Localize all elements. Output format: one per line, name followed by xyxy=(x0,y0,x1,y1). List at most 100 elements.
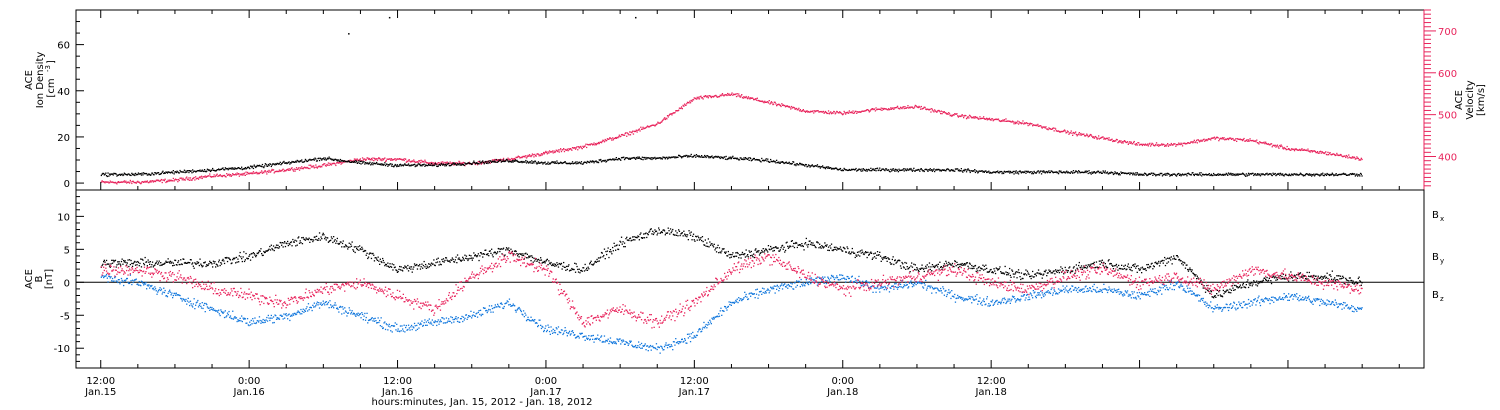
density-series-point xyxy=(820,166,822,168)
bx-series-point xyxy=(461,259,463,261)
density-series-point xyxy=(547,161,549,163)
velocity-series-point xyxy=(1062,130,1064,133)
bx-series-point xyxy=(1174,258,1176,260)
density-series-point xyxy=(600,158,602,161)
density-series-point xyxy=(1045,171,1047,173)
density-series-point xyxy=(500,161,502,163)
velocity-series-point xyxy=(1244,140,1247,142)
density-series-point xyxy=(776,161,778,164)
bx-series-point xyxy=(822,246,824,248)
density-series-point xyxy=(1069,172,1071,174)
density-series-point xyxy=(631,157,633,159)
velocity-series-point xyxy=(730,93,732,95)
density-series-point xyxy=(809,166,811,168)
bx-series-point xyxy=(1113,265,1115,267)
bx-series-point xyxy=(1100,260,1102,262)
bx-series-point xyxy=(779,249,781,251)
density-series-point xyxy=(710,156,712,158)
bx-series-point xyxy=(896,260,899,262)
velocity-series-point xyxy=(499,159,501,161)
bx-series-point xyxy=(300,242,302,244)
velocity-series-point xyxy=(437,162,439,164)
density-series-point xyxy=(1322,172,1324,174)
velocity-series-point xyxy=(289,168,292,171)
velocity-series-point xyxy=(392,159,394,161)
bx-series-point xyxy=(1164,264,1167,267)
density-series-point xyxy=(793,161,795,163)
bx-series-point xyxy=(160,262,162,264)
velocity-series-point xyxy=(827,110,830,112)
density-series-point xyxy=(1136,172,1138,174)
bx-series-point xyxy=(168,261,170,263)
top-right-ylabel: ACE Velocity [km/s] xyxy=(1454,80,1487,119)
density-series-point xyxy=(430,164,432,166)
velocity-series-point xyxy=(1359,158,1361,161)
density-series-point xyxy=(1181,173,1184,175)
velocity-series-point xyxy=(191,179,193,181)
density-series-point xyxy=(648,157,650,159)
density-series-point xyxy=(1099,172,1101,174)
density-series-point xyxy=(1153,173,1155,175)
velocity-series-point xyxy=(818,111,820,113)
bx-series-point xyxy=(453,261,456,263)
bx-series-point xyxy=(793,242,795,245)
density-series-point xyxy=(798,164,800,166)
velocity-series-point xyxy=(601,140,603,143)
density-series-point xyxy=(584,161,586,163)
density-series-point xyxy=(184,171,186,174)
density-series-point xyxy=(971,170,974,172)
density-series-point xyxy=(743,157,745,159)
velocity-series-point xyxy=(677,110,679,112)
bx-series-point xyxy=(368,253,370,255)
velocity-series-point xyxy=(883,107,885,110)
bx-series-point xyxy=(217,265,219,267)
bx-series-point xyxy=(890,263,892,265)
bx-series-point xyxy=(221,259,223,262)
bx-series-point xyxy=(197,262,199,265)
velocity-series-point xyxy=(629,131,631,133)
density-series-point xyxy=(566,162,568,165)
density-series-point xyxy=(1339,173,1342,176)
density-series-point xyxy=(136,173,138,176)
density-series-point xyxy=(1319,174,1322,176)
velocity-series-point xyxy=(1136,144,1138,146)
legend-subscript: x xyxy=(1440,215,1444,223)
bx-series-point xyxy=(532,261,534,263)
density-series-point xyxy=(1203,174,1205,176)
bx-series-point xyxy=(852,251,854,253)
velocity-series-point xyxy=(1067,131,1069,133)
velocity-series-point xyxy=(136,181,138,183)
bx-series-point xyxy=(494,251,496,253)
density-series-point xyxy=(886,169,888,171)
velocity-series-point xyxy=(953,114,955,116)
density-series-point xyxy=(215,170,217,172)
bx-series-point xyxy=(287,244,289,247)
density-series-point xyxy=(971,170,973,172)
density-series-point xyxy=(600,161,603,163)
velocity-series-point xyxy=(1340,154,1342,156)
density-series-point xyxy=(931,170,934,172)
density-series-point xyxy=(1101,172,1103,174)
density-series-point xyxy=(917,169,919,171)
density-series-point xyxy=(1193,174,1195,177)
density-series-point xyxy=(1040,173,1043,175)
density-series-point xyxy=(432,164,434,166)
velocity-series-point xyxy=(1086,134,1089,136)
velocity-series-point xyxy=(478,161,480,163)
velocity-series-point xyxy=(451,163,453,165)
bx-series-point xyxy=(987,271,989,273)
bx-series-point xyxy=(264,251,266,253)
bx-series-point xyxy=(666,232,669,234)
bx-series-point xyxy=(504,254,506,256)
velocity-series-point xyxy=(1052,127,1054,130)
velocity-series-point xyxy=(1279,144,1281,147)
density-series-point xyxy=(704,154,706,157)
bx-series-point xyxy=(928,262,931,264)
density-series-point xyxy=(977,172,979,174)
density-series-point xyxy=(279,161,281,163)
velocity-series-point xyxy=(769,103,771,105)
density-series-point xyxy=(866,170,868,172)
velocity-series-point xyxy=(1225,138,1227,141)
density-series-point xyxy=(612,158,614,160)
density-series-point xyxy=(1065,171,1067,173)
